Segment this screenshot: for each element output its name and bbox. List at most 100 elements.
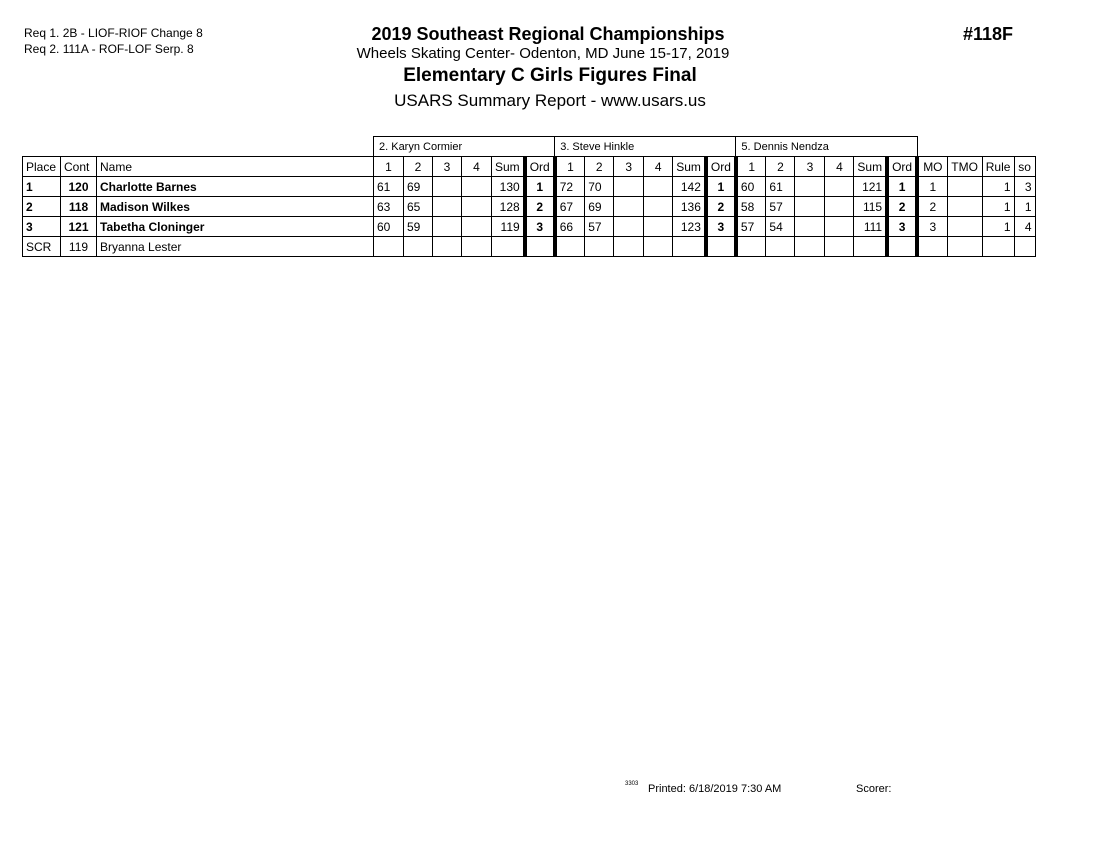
header-judge-col: Sum bbox=[490, 156, 527, 177]
column-header-row: Place Cont Name 1 2 3 4 Sum Ord 1 2 3 4 Sum Ord 1 2 3 4 Sum… bbox=[22, 156, 1036, 177]
score-1: 60 bbox=[735, 176, 767, 197]
report-title: USARS Summary Report - www.usars.us bbox=[394, 91, 706, 110]
score-4 bbox=[643, 176, 674, 197]
ord-cell: 2 bbox=[705, 196, 738, 217]
score-3 bbox=[432, 236, 462, 257]
header-judge-col: 2 bbox=[584, 156, 615, 177]
score-4 bbox=[824, 196, 855, 217]
requirement-2: Req 2. 111A - ROF-LOF Serp. 8 bbox=[24, 42, 194, 56]
header-judge-col: Ord bbox=[705, 156, 738, 177]
score-2: 69 bbox=[584, 196, 615, 217]
header-judge-col: 1 bbox=[554, 156, 586, 177]
score-4 bbox=[643, 236, 674, 257]
score-1 bbox=[554, 236, 586, 257]
sum-cell: 136 bbox=[672, 196, 708, 217]
event-name: Elementary C Girls Figures Final bbox=[403, 65, 697, 86]
header-cont: Cont bbox=[60, 156, 97, 177]
score-3 bbox=[432, 176, 462, 197]
table-row: 3 121 Tabetha Cloninger 60 59 119 3 66 57 123 3 57 5… bbox=[22, 216, 1036, 237]
blank-cell bbox=[23, 137, 374, 157]
sum-cell: 115 bbox=[853, 196, 890, 217]
table-row: 1 120 Charlotte Barnes 61 69 130 1 72 70 142 1 60 61… bbox=[22, 176, 1036, 197]
score-4 bbox=[824, 236, 855, 257]
score-1: 63 bbox=[373, 196, 404, 217]
cont-cell: 118 bbox=[60, 196, 97, 217]
sum-cell bbox=[672, 236, 708, 257]
table-row: 2 118 Madison Wilkes 63 65 128 2 67 69 136 2 58 57 11… bbox=[22, 196, 1036, 217]
score-2: 59 bbox=[403, 216, 433, 237]
sum-cell: 128 bbox=[490, 196, 527, 217]
table-row: SCR 119 Bryanna Lester bbox=[22, 236, 1036, 257]
rule-cell: 1 bbox=[981, 196, 1015, 217]
event-number: #118F bbox=[963, 24, 1014, 44]
sum-cell: 123 bbox=[672, 216, 708, 237]
sum-cell: 111 bbox=[853, 216, 890, 237]
ord-cell bbox=[886, 236, 920, 257]
name-cell: Tabetha Cloninger bbox=[96, 216, 374, 237]
header-name: Name bbox=[96, 156, 374, 177]
results-table: 2. Karyn Cormier 3. Steve Hinkle 5. Dennis… bbox=[22, 136, 1036, 257]
score-1: 60 bbox=[373, 216, 404, 237]
score-3 bbox=[613, 176, 645, 197]
score-2: 57 bbox=[584, 216, 615, 237]
ord-cell: 3 bbox=[705, 216, 738, 237]
mo-cell: 1 bbox=[916, 176, 948, 197]
score-4 bbox=[643, 196, 674, 217]
judge-name: 5. Dennis Nendza bbox=[735, 136, 918, 157]
score-1: 72 bbox=[554, 176, 586, 197]
score-4 bbox=[461, 236, 492, 257]
sum-cell: 119 bbox=[490, 216, 527, 237]
score-2 bbox=[765, 236, 796, 257]
report-code: 3303 bbox=[625, 781, 639, 787]
score-2: 57 bbox=[765, 196, 796, 217]
score-1 bbox=[373, 236, 404, 257]
header-mo: MO bbox=[916, 156, 948, 177]
rule-cell: 1 bbox=[981, 216, 1015, 237]
score-3 bbox=[794, 176, 826, 197]
judge-name: 2. Karyn Cormier bbox=[372, 136, 556, 157]
score-2: 69 bbox=[403, 176, 433, 197]
place-cell: 1 bbox=[22, 176, 61, 197]
score-4 bbox=[824, 176, 855, 197]
score-2: 70 bbox=[584, 176, 615, 197]
score-1: 58 bbox=[735, 196, 767, 217]
ord-cell: 2 bbox=[886, 196, 920, 217]
mo-cell: 2 bbox=[916, 196, 948, 217]
score-4 bbox=[461, 176, 492, 197]
sum-cell: 121 bbox=[853, 176, 890, 197]
score-2: 54 bbox=[765, 216, 796, 237]
header-judge-col: 4 bbox=[643, 156, 674, 177]
ord-cell: 1 bbox=[705, 176, 738, 197]
score-3 bbox=[432, 196, 462, 217]
tmo-cell bbox=[946, 176, 983, 197]
tmo-cell bbox=[946, 216, 983, 237]
score-2: 61 bbox=[765, 176, 796, 197]
cont-cell: 120 bbox=[60, 176, 97, 197]
judge-header-row: 2. Karyn Cormier 3. Steve Hinkle 5. Dennis… bbox=[23, 136, 1036, 157]
mo-cell: 3 bbox=[916, 216, 948, 237]
sum-cell: 130 bbox=[490, 176, 527, 197]
printed-date: Printed: 6/18/2019 7:30 AM bbox=[648, 783, 782, 795]
ord-cell: 1 bbox=[886, 176, 920, 197]
score-4 bbox=[461, 216, 492, 237]
judge-name: 3. Steve Hinkle bbox=[554, 136, 737, 157]
header-judge-col: 3 bbox=[794, 156, 826, 177]
score-4 bbox=[643, 216, 674, 237]
blank-cell bbox=[917, 137, 1035, 157]
ord-cell: 1 bbox=[524, 176, 557, 197]
ord-cell: 3 bbox=[524, 216, 557, 237]
header-judge-col: Ord bbox=[524, 156, 557, 177]
header-judge-col: 4 bbox=[824, 156, 855, 177]
header-judge-col: 3 bbox=[432, 156, 462, 177]
place-cell: SCR bbox=[22, 236, 61, 257]
score-3 bbox=[613, 196, 645, 217]
header-judge-col: 3 bbox=[613, 156, 645, 177]
score-3 bbox=[794, 216, 826, 237]
cont-cell: 121 bbox=[60, 216, 97, 237]
place-cell: 3 bbox=[22, 216, 61, 237]
ord-cell: 2 bbox=[524, 196, 557, 217]
header-judge-col: 1 bbox=[735, 156, 767, 177]
score-1 bbox=[735, 236, 767, 257]
so-cell: 3 bbox=[1013, 176, 1036, 197]
header-tmo: TMO bbox=[946, 156, 983, 177]
